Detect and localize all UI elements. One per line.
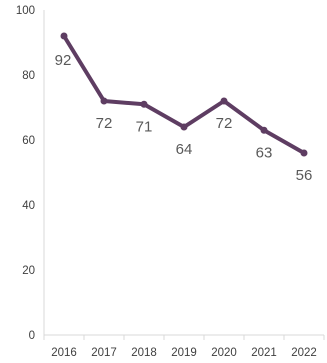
x-tick-label: 2017 [91,347,117,359]
y-tick-label: 40 [22,200,35,212]
data-label: 64 [176,141,193,158]
data-label: 72 [216,115,233,132]
data-point [220,97,228,105]
x-tick-label: 2020 [211,347,237,359]
data-point [300,149,308,157]
y-tick-label: 0 [29,330,35,342]
y-tick-label: 60 [22,135,35,147]
data-label: 92 [55,52,72,69]
y-tick-label: 100 [16,5,35,17]
data-point [260,126,268,134]
data-label: 72 [96,115,113,132]
data-point [140,100,148,108]
x-tick-label: 2018 [131,347,157,359]
x-tick-label: 2021 [251,347,277,359]
data-point [100,97,108,105]
x-axis: 2016 2017 2018 2019 2020 2021 2022 [43,334,325,359]
data-label: 71 [136,118,153,135]
x-tick-label: 2019 [171,347,197,359]
y-tick-label: 20 [22,265,35,277]
x-tick-label: 2016 [51,347,77,359]
y-tick-label: 80 [22,70,35,82]
series-line [62,34,306,155]
data-label: 56 [296,167,313,184]
data-point [60,32,68,40]
x-tick-label: 2022 [291,347,317,359]
data-labels: 92 72 71 64 72 63 56 [55,52,313,184]
series-layer [60,32,308,157]
y-axis: 0 20 40 60 80 100 [16,5,45,342]
data-label: 63 [256,144,273,161]
data-point [180,123,188,131]
